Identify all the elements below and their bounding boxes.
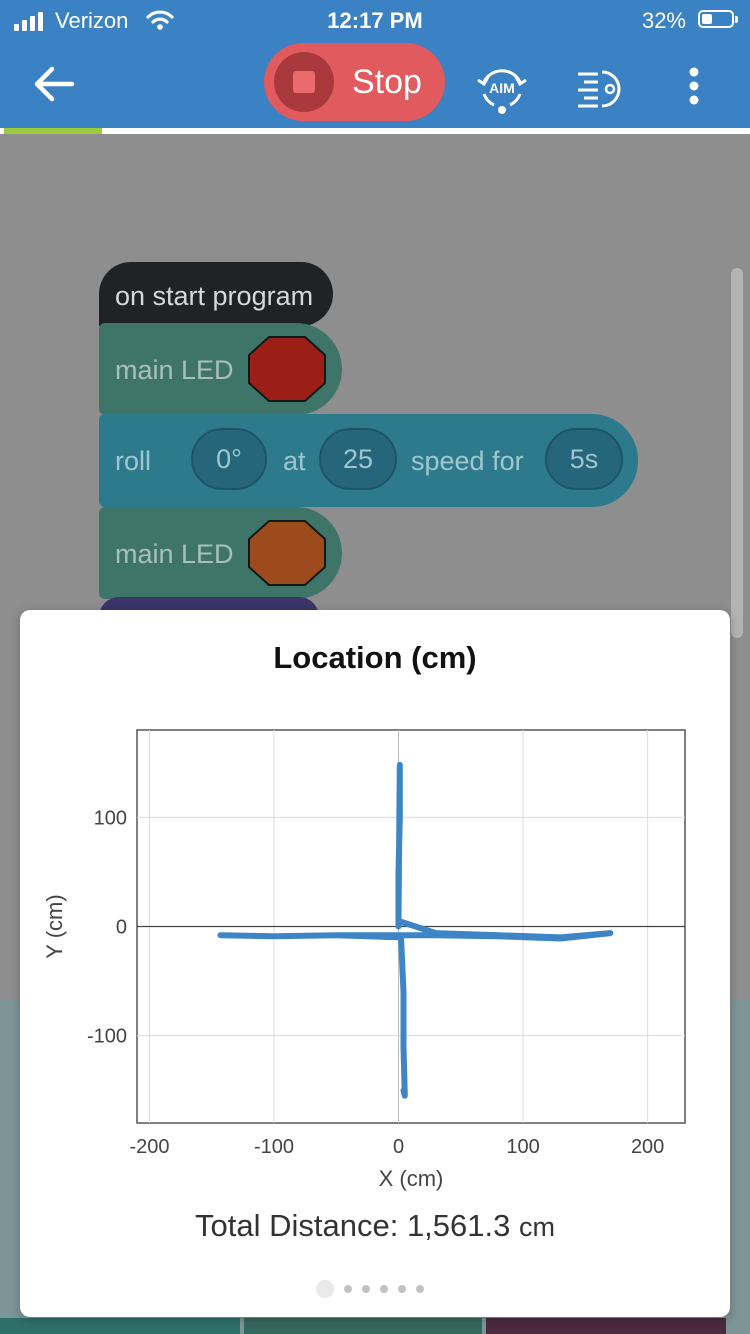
led-color-swatch[interactable]: [247, 335, 327, 403]
roll-block[interactable]: roll 0° at 25 speed for 5s: [99, 414, 638, 507]
duration-input[interactable]: 5s: [545, 428, 623, 490]
total-distance-value: 1,561.3: [406, 1208, 511, 1243]
x-tick-label: 200: [631, 1136, 664, 1158]
main-led-block[interactable]: main LED: [99, 507, 342, 599]
program-progress-track: [0, 128, 750, 134]
kebab-menu-icon: [689, 67, 699, 105]
x-tick-label: 0: [393, 1136, 404, 1158]
page-dot[interactable]: [344, 1285, 352, 1293]
x-tick-label: -100: [254, 1136, 294, 1158]
battery-icon: [698, 10, 738, 28]
stop-button[interactable]: Stop: [264, 43, 445, 121]
canvas-scrollbar[interactable]: [731, 268, 743, 638]
at-label: at: [283, 446, 306, 476]
carrier-name: Verizon: [55, 8, 129, 33]
location-path-series: [217, 761, 614, 1099]
clock: 12:17 PM: [327, 8, 423, 33]
x-tick-label: 100: [506, 1136, 539, 1158]
page-dot[interactable]: [316, 1280, 334, 1298]
cell-signal-icon: [14, 12, 43, 31]
drive-icon: [578, 70, 621, 108]
x-axis-label: X (cm): [379, 1166, 444, 1191]
svg-text:AIM: AIM: [489, 80, 515, 96]
page-dot[interactable]: [380, 1285, 388, 1293]
palette-tab[interactable]: [486, 1318, 726, 1334]
stop-icon: [274, 52, 334, 112]
drive-button[interactable]: [572, 60, 628, 116]
total-distance: Total Distance: 1,561.3 cm: [20, 1208, 730, 1244]
more-options-button[interactable]: [678, 64, 710, 108]
block-label: main LED: [115, 355, 234, 385]
main-led-block[interactable]: main LED: [99, 323, 342, 415]
top-toolbar: Stop AIM: [0, 40, 750, 128]
speed-input[interactable]: 25: [319, 428, 397, 490]
page-dot[interactable]: [398, 1285, 406, 1293]
arrow-left-icon: [34, 66, 75, 102]
modal-title: Location (cm): [273, 640, 477, 675]
palette-tab[interactable]: [244, 1318, 482, 1334]
on-start-program-block[interactable]: on start program: [99, 262, 333, 326]
program-progress-bar: [4, 128, 102, 134]
speed-for-label: speed for: [411, 446, 524, 476]
location-modal: Location (cm) -200 -100 0 100 200 100 0 -100 X (…: [20, 610, 730, 1317]
y-tick-label: 0: [116, 917, 127, 939]
stop-label: Stop: [352, 63, 422, 101]
battery-percent: 32%: [641, 8, 686, 33]
aim-button[interactable]: AIM: [474, 60, 530, 116]
palette-tab[interactable]: [0, 1318, 240, 1334]
y-tick-label: -100: [87, 1026, 127, 1048]
back-button[interactable]: [30, 62, 80, 106]
total-distance-label: Total Distance:: [194, 1208, 399, 1243]
wifi-icon: [146, 10, 174, 30]
total-distance-unit: cm: [519, 1212, 555, 1242]
page-indicator[interactable]: [316, 1280, 424, 1298]
y-tick-label: 100: [94, 807, 127, 829]
x-tick-label: -200: [129, 1136, 169, 1158]
aim-icon: AIM: [477, 69, 527, 114]
y-axis-label: Y (cm): [42, 894, 67, 958]
roll-label: roll: [115, 446, 152, 476]
location-chart: -200 -100 0 100 200 100 0 -100 X (cm) Y (cm): [42, 729, 686, 1191]
page-dot[interactable]: [362, 1285, 370, 1293]
led-color-swatch[interactable]: [247, 519, 327, 587]
heading-input[interactable]: 0°: [191, 428, 267, 490]
status-bar: Verizon 12:17 PM 32%: [0, 0, 750, 40]
block-label: on start program: [115, 281, 314, 311]
block-label: main LED: [115, 539, 234, 569]
page-dot[interactable]: [416, 1285, 424, 1293]
